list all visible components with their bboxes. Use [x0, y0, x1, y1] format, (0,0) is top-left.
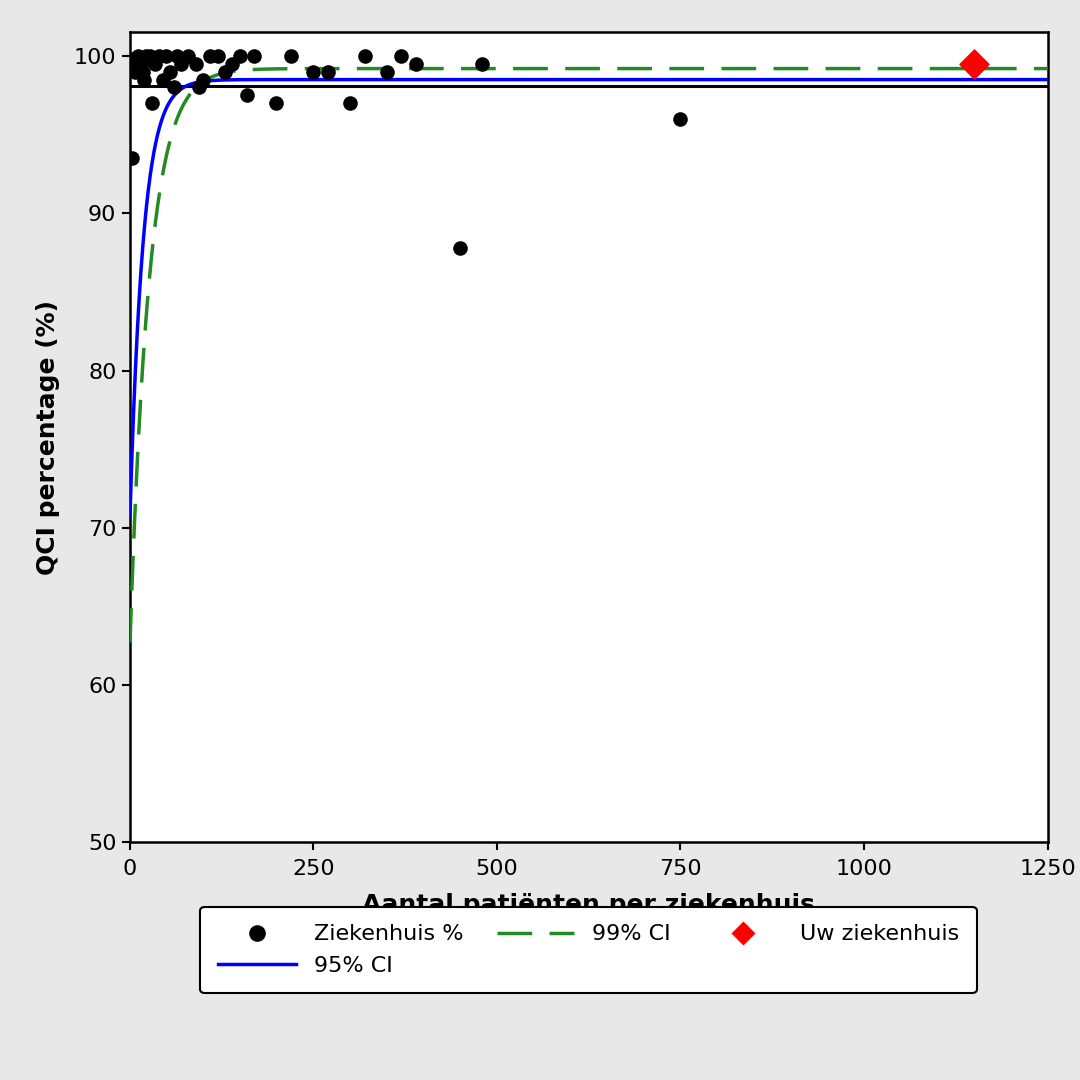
Point [132, 55, 149, 72]
Point [123, 150, 140, 167]
Point [451, 240, 469, 257]
Point [136, 71, 153, 89]
Point [134, 63, 151, 80]
Point [378, 63, 395, 80]
Point [268, 95, 285, 112]
Point [143, 95, 160, 112]
Point [194, 71, 212, 89]
Point [356, 48, 374, 65]
Point [473, 55, 490, 72]
X-axis label: Aantal patiënten per ziekenhuis: Aantal patiënten per ziekenhuis [362, 893, 815, 917]
Point [672, 110, 689, 127]
Point [224, 55, 241, 72]
Point [202, 48, 219, 65]
Point [147, 55, 164, 72]
Point [173, 55, 190, 72]
Y-axis label: QCI percentage (%): QCI percentage (%) [36, 300, 59, 575]
Point [161, 63, 178, 80]
Point [124, 51, 141, 68]
Point [137, 48, 154, 65]
Point [239, 86, 256, 104]
Point [210, 48, 227, 65]
Point [393, 48, 410, 65]
Point [187, 55, 204, 72]
Point [216, 63, 233, 80]
Point [305, 63, 322, 80]
Point [231, 48, 248, 65]
Legend: Ziekenhuis %, 95% CI, 99% CI, Uw ziekenhuis: Ziekenhuis %, 95% CI, 99% CI, Uw ziekenh… [201, 906, 976, 994]
Point [341, 95, 359, 112]
Point [179, 48, 197, 65]
Point [320, 63, 337, 80]
Point [126, 63, 144, 80]
Point [283, 48, 300, 65]
Point [158, 48, 175, 65]
Point [150, 48, 167, 65]
Point [407, 55, 424, 72]
Point [141, 48, 159, 65]
Point [966, 55, 983, 72]
Point [165, 79, 183, 96]
Point [154, 71, 172, 89]
Point [130, 48, 147, 65]
Point [246, 48, 264, 65]
Point [139, 51, 157, 68]
Point [168, 48, 186, 65]
Point [129, 55, 146, 72]
Point [191, 79, 208, 96]
